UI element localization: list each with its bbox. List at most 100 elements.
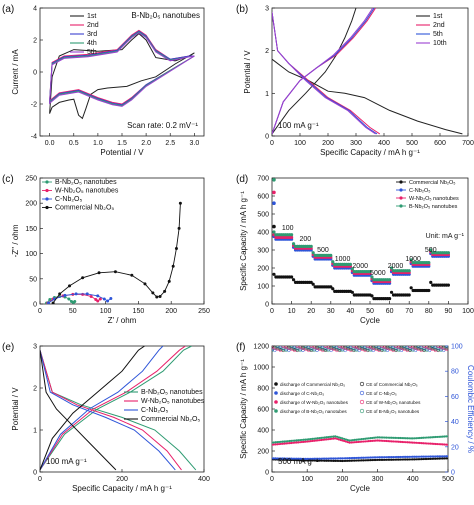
x-tick-label: 200 bbox=[165, 308, 177, 315]
data-point bbox=[418, 436, 421, 440]
legend-label: discharge of C-Nb₂O₅ bbox=[280, 391, 324, 396]
data-point bbox=[337, 457, 340, 460]
ce-point bbox=[343, 346, 347, 351]
ce-point bbox=[273, 346, 277, 349]
data-point bbox=[388, 297, 392, 301]
data-point bbox=[406, 458, 409, 461]
panel-letter: (c) bbox=[2, 174, 14, 185]
data-point bbox=[397, 458, 400, 461]
data-point bbox=[415, 458, 418, 461]
data-point bbox=[307, 438, 311, 441]
data-point bbox=[341, 459, 344, 463]
x-tick-label: 200 bbox=[116, 476, 128, 483]
data-point bbox=[434, 457, 437, 460]
legend-label: C-Nb₂O₅ bbox=[55, 196, 82, 203]
rate-label: 500 bbox=[317, 247, 329, 254]
data-point bbox=[439, 457, 443, 460]
x-tick-label: 100 bbox=[100, 308, 112, 315]
data-point bbox=[376, 439, 379, 442]
ce-point bbox=[354, 346, 359, 350]
legend-marker bbox=[399, 180, 403, 184]
data-point bbox=[272, 224, 276, 229]
data-point bbox=[89, 294, 93, 298]
data-point bbox=[369, 437, 372, 440]
x-tick-label: 200 bbox=[337, 476, 349, 483]
y-tick-label: 200 bbox=[257, 266, 269, 273]
data-point bbox=[97, 271, 101, 275]
data-point bbox=[434, 455, 437, 458]
data-point bbox=[360, 456, 363, 459]
x-tick-label: 0 bbox=[270, 476, 274, 483]
x-tick-label: 90 bbox=[445, 308, 453, 315]
panel-2: (b) 0 100 200 300 400 500 600 700 0 1 2 3 Specific Ca… bbox=[236, 4, 474, 157]
ce-point bbox=[312, 348, 316, 353]
data-point bbox=[445, 455, 448, 458]
data-point bbox=[397, 455, 400, 459]
data-point bbox=[290, 235, 294, 239]
x-tick-label: 80 bbox=[425, 308, 433, 315]
ce-point bbox=[298, 348, 302, 353]
series-line bbox=[40, 346, 192, 471]
ce-point bbox=[284, 348, 288, 353]
rate-label: 5000 bbox=[370, 270, 386, 277]
data-point bbox=[424, 442, 427, 445]
data-point bbox=[151, 291, 155, 295]
data-point bbox=[381, 458, 384, 461]
data-point bbox=[392, 458, 395, 461]
panel-6: (f)0 100 200 300 400 500020040060080010001200… bbox=[236, 342, 474, 493]
data-point bbox=[416, 436, 420, 440]
data-point bbox=[397, 440, 400, 443]
data-point bbox=[290, 233, 294, 237]
data-point bbox=[404, 441, 407, 444]
data-point bbox=[404, 437, 407, 440]
ce-point bbox=[425, 346, 429, 350]
x-tick-label: 400 bbox=[198, 476, 210, 483]
series-line bbox=[272, 12, 376, 135]
data-point bbox=[443, 435, 446, 438]
data-point bbox=[288, 457, 291, 460]
ce-point bbox=[321, 348, 325, 353]
data-point bbox=[436, 435, 439, 439]
data-point bbox=[415, 455, 418, 458]
data-point bbox=[351, 456, 355, 460]
x-tick-label: 2.0 bbox=[141, 140, 151, 147]
x-tick-label: 0 bbox=[270, 308, 274, 315]
data-point bbox=[390, 440, 393, 443]
data-point bbox=[429, 280, 433, 284]
y-tick-label: 0 bbox=[265, 470, 269, 477]
ce-point bbox=[315, 346, 319, 349]
data-point bbox=[404, 458, 407, 461]
ce-point bbox=[430, 347, 435, 352]
series-line bbox=[40, 346, 164, 471]
x-tick-label: 50 bbox=[69, 308, 77, 315]
data-point bbox=[350, 441, 353, 444]
data-point bbox=[328, 459, 332, 462]
data-point bbox=[330, 435, 333, 438]
data-point bbox=[380, 458, 383, 461]
plot-area bbox=[49, 29, 195, 120]
data-point bbox=[399, 455, 402, 459]
data-point bbox=[325, 459, 328, 462]
series-line bbox=[40, 350, 182, 471]
data-point bbox=[311, 459, 314, 462]
y-tick-label: 400 bbox=[257, 230, 269, 237]
ce-point bbox=[346, 346, 350, 350]
ce-point bbox=[338, 347, 342, 352]
data-point bbox=[328, 437, 332, 441]
data-point bbox=[350, 267, 354, 271]
data-point bbox=[300, 457, 304, 460]
y-tick-label: 300 bbox=[257, 248, 269, 255]
data-point bbox=[371, 436, 374, 440]
data-point bbox=[401, 440, 404, 444]
ce-point bbox=[332, 346, 336, 350]
data-point bbox=[274, 457, 277, 460]
data-point bbox=[416, 455, 420, 458]
x-tick-label: 30 bbox=[327, 308, 335, 315]
ce-point bbox=[391, 348, 395, 353]
y-tick-label: 0 bbox=[33, 470, 37, 477]
data-point bbox=[320, 459, 323, 462]
data-point bbox=[299, 438, 302, 442]
ce-point bbox=[402, 346, 406, 350]
y-axis-label: Specific Capacity / mA h g⁻¹ bbox=[239, 359, 248, 459]
data-point bbox=[283, 457, 286, 460]
